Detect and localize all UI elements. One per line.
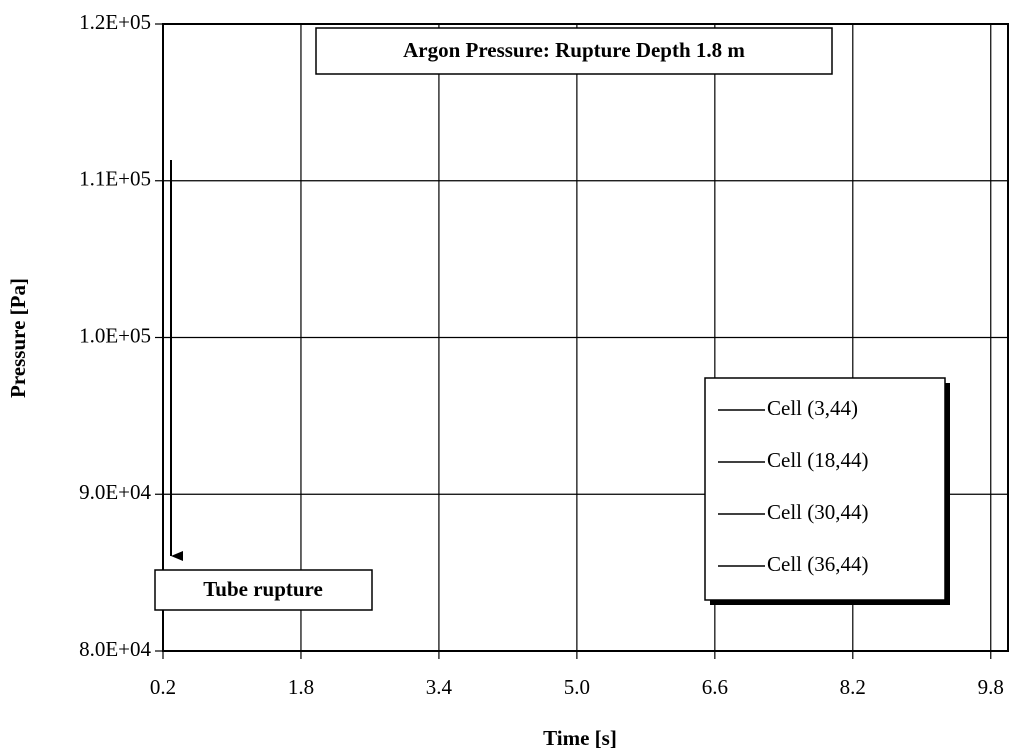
y-axis-label: Pressure [Pa] (6, 278, 30, 398)
y-tick-label: 1.0E+05 (79, 323, 151, 347)
plot-frame (162, 23, 1009, 652)
x-tick-label: 8.2 (840, 675, 866, 699)
x-axis-label: Time [s] (543, 726, 617, 750)
annotation-text: Tube rupture (203, 577, 323, 601)
x-tick-label: 9.8 (978, 675, 1004, 699)
x-tick-label: 1.8 (288, 675, 314, 699)
x-tick-label: 0.2 (150, 675, 176, 699)
x-tick-label: 6.6 (702, 675, 728, 699)
x-tick-label: 3.4 (426, 675, 453, 699)
legend-label: Cell (36,44) (767, 552, 868, 576)
y-tick-label: 1.1E+05 (79, 167, 151, 191)
y-tick-label: 1.2E+05 (79, 10, 151, 34)
chart-title: Argon Pressure: Rupture Depth 1.8 m (403, 38, 745, 62)
y-tick-label: 9.0E+04 (79, 480, 151, 504)
title-box (315, 27, 833, 75)
legend-label: Cell (30,44) (767, 500, 868, 524)
annotation-box (154, 569, 373, 611)
legend-label: Cell (3,44) (767, 396, 858, 420)
legend (704, 377, 946, 601)
x-tick-label: 5.0 (564, 675, 590, 699)
y-tick-label: 8.0E+04 (79, 637, 151, 661)
legend-label: Cell (18,44) (767, 448, 868, 472)
